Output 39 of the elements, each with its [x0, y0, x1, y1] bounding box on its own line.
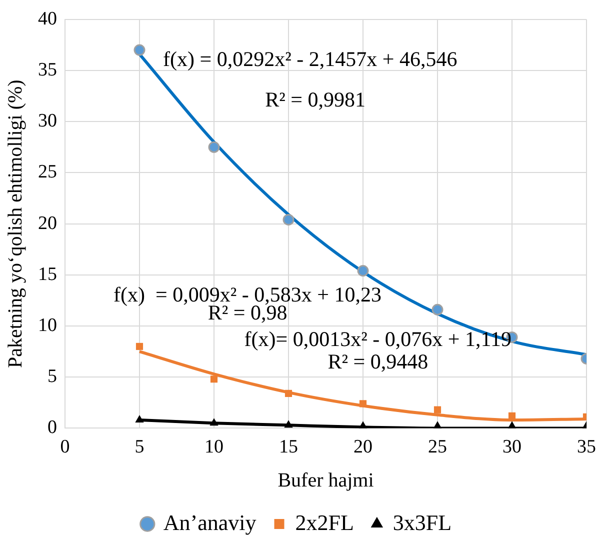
x-tick-label: 15 — [279, 436, 298, 458]
y-tick-label: 30 — [38, 110, 57, 132]
point — [284, 390, 292, 397]
point — [134, 44, 146, 56]
y-tick-label: 35 — [38, 59, 57, 80]
y-tick-label: 10 — [38, 314, 57, 336]
point — [434, 406, 442, 414]
x-tick-label: 30 — [502, 436, 522, 458]
point — [357, 265, 369, 277]
point — [508, 412, 516, 420]
point — [210, 376, 218, 383]
y-tick-label: 5 — [48, 366, 57, 388]
point — [210, 418, 218, 426]
point — [284, 420, 293, 428]
point — [136, 342, 144, 350]
point — [282, 214, 294, 226]
y-tick-label: 20 — [38, 212, 57, 234]
annotation: R² = 0,9981 — [265, 88, 366, 112]
x-tick-label: 20 — [354, 436, 372, 458]
y-tick-label: 25 — [38, 162, 57, 183]
point — [135, 415, 144, 423]
y-axis-title: Paketning yo‘qolish ehtimolligi (%) — [4, 80, 26, 368]
x-tick-label: 25 — [428, 436, 447, 458]
y-tick-label: 40 — [38, 8, 57, 30]
x-axis-title: Bufer hajmi — [278, 469, 374, 492]
legend-label: 3x3FL — [392, 510, 452, 535]
point — [208, 141, 220, 153]
x-tick-label: 5 — [134, 436, 144, 458]
legend-label: 2x2FL — [295, 510, 354, 535]
x-tick-label: 10 — [204, 436, 224, 458]
x-tick-label: 35 — [577, 436, 596, 458]
y-tick-label: 0 — [48, 417, 57, 438]
annotation: f(x)= 0,0013x² - 0,076x + 1,119 — [244, 326, 512, 351]
point — [432, 304, 444, 316]
annotation: R² = 0,9448 — [328, 349, 428, 374]
annotation: f(x) = 0,0292x² - 2,1457x + 46,546 — [162, 46, 458, 71]
point — [359, 400, 367, 408]
y-tick-label: 15 — [38, 264, 57, 285]
legend-label: An’anaviy — [163, 510, 256, 535]
